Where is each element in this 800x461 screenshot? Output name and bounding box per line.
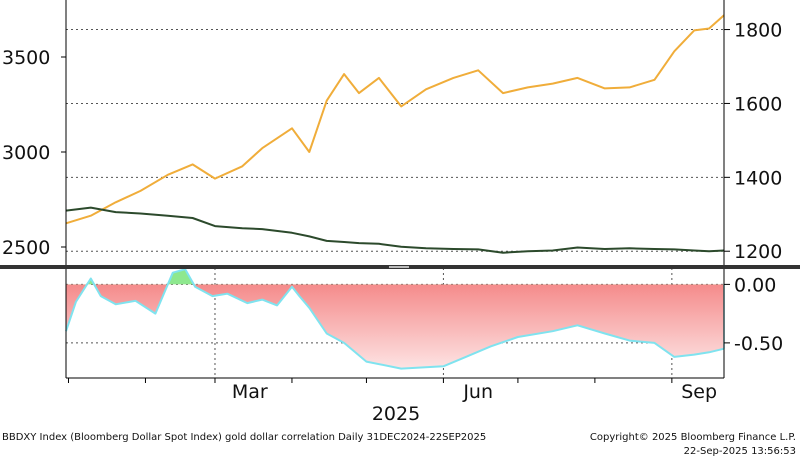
gold-line [65, 14, 725, 225]
axes: 2500 3000 3500 1200 1400 1600 1800 0.00 -0.50 Mar… [0, 0, 800, 425]
right-axis-tick-label: 1200 [734, 241, 782, 263]
left-axis-tick-label: 2500 [2, 237, 50, 259]
correlation-line [65, 268, 725, 370]
footer-source: BBDXY Index (Bloomberg Dollar Spot Index… [2, 432, 487, 443]
lower-axis-tick-label: 0.00 [734, 274, 776, 296]
panel-divider-handle [389, 266, 409, 268]
x-axis-tick-label: Sep [681, 381, 717, 403]
footer-timestamp: 22-Sep-2025 13:56:53 [683, 446, 796, 457]
dollar-line [65, 206, 725, 254]
left-axis-tick-label: 3500 [2, 47, 50, 69]
x-axis-tick-label: Jun [462, 381, 493, 403]
x-axis-tick-label: Mar [232, 381, 268, 403]
upper-panel [65, 14, 725, 254]
lower-axis-tick-label: -0.50 [734, 333, 783, 355]
lower-panel [65, 268, 725, 370]
correlation-negative-area [66, 284, 724, 369]
right-axis-tick-label: 1600 [734, 93, 782, 115]
left-axis-tick-label: 3000 [2, 142, 50, 164]
x-axis-year-label: 2025 [372, 403, 420, 425]
right-axis-tick-label: 1800 [734, 20, 782, 42]
right-axis-tick-label: 1400 [734, 167, 782, 189]
footer-copyright: Copyright© 2025 Bloomberg Finance L.P. [589, 432, 796, 443]
